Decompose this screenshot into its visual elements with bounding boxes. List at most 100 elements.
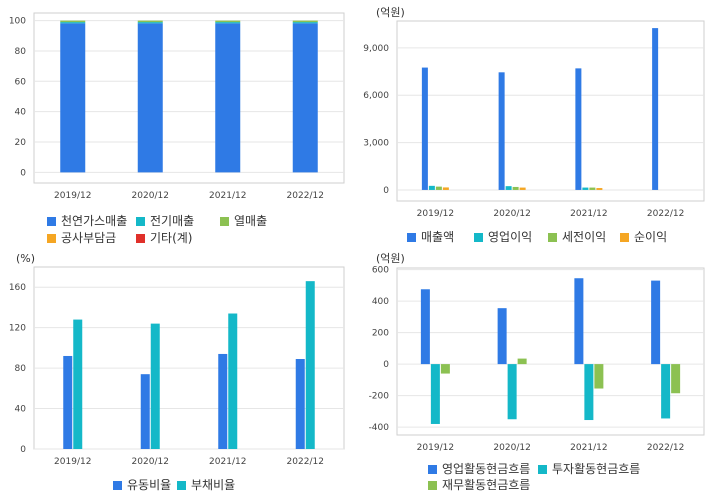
legend-label: 순이익: [634, 230, 668, 244]
cashflow-plot: -400 -200 0 200 400 600 2019/12 2020/12 2021/12 2…: [369, 266, 705, 453]
y-tick-label: 0: [383, 186, 389, 196]
legend-label: 공사부담금: [61, 231, 117, 245]
bar: [574, 278, 584, 365]
bar: [63, 355, 73, 449]
legend-label: 투자활동현금흐름: [552, 462, 641, 476]
revenue-mix-chart: 0 20 40 60 80 100 2019/12 2020/12 2021/12 2022/12…: [0, 0, 360, 248]
legend-swatch: [136, 217, 145, 226]
legend-item-investing-cf: 투자활동현금흐름: [538, 460, 640, 477]
income-unit-label: (억원): [376, 6, 405, 19]
x-tick-label: 2019/12: [54, 457, 91, 467]
y-tick-label: 0: [20, 445, 26, 455]
ratio-plot: 0 40 80 120 160 2019/12 2020/12 2021/12 2022/12: [9, 266, 345, 467]
y-tick-label: 6,000: [363, 91, 389, 101]
y-tick-label: 80: [15, 364, 27, 374]
bar: [505, 186, 512, 190]
x-tick-label: 2019/12: [417, 443, 454, 453]
y-tick-label: 80: [15, 47, 27, 57]
y-tick-label: 100: [9, 17, 26, 27]
x-tick-label: 2020/12: [132, 191, 169, 201]
x-tick-label: 2021/12: [570, 209, 607, 219]
y-tick-label: 120: [9, 324, 26, 334]
bar: [582, 187, 589, 190]
legend-label: 기타(계): [150, 231, 193, 245]
legend-item-heat: 열매출: [220, 212, 267, 229]
bar: [517, 358, 527, 365]
legend-label: 영업이익: [488, 230, 533, 244]
bar: [73, 319, 83, 449]
y-tick-label: -200: [369, 392, 390, 402]
x-tick-label: 2019/12: [417, 209, 454, 219]
bar: [305, 281, 315, 449]
bar: [140, 374, 150, 449]
bar: [60, 22, 86, 24]
x-tick-label: 2020/12: [493, 209, 530, 219]
bar: [215, 23, 241, 173]
bar: [594, 364, 604, 389]
bar: [651, 280, 661, 365]
legend-label: 부채비율: [191, 478, 236, 492]
revenue-mix-legend: 천연가스매출 전기매출 열매출 공사부담금 기타(계): [47, 212, 347, 248]
legend-label: 열매출: [234, 214, 268, 228]
legend-swatch: [548, 233, 557, 242]
bar: [295, 359, 305, 449]
legend-swatch: [620, 233, 629, 242]
bar: [292, 22, 318, 24]
bar: [292, 20, 318, 23]
plot-frame: [33, 266, 345, 450]
legend-item-debt-ratio: 부채비율: [177, 476, 235, 493]
cashflow-chart: (억원) -400 -200 0 200 400 600 2019/12 2020/12 202…: [360, 248, 720, 496]
bar: [440, 364, 450, 374]
legend-label: 세전이익: [562, 230, 607, 244]
bar: [420, 289, 430, 365]
bar: [430, 364, 440, 424]
bar: [137, 20, 163, 23]
y-tick-label: 20: [15, 138, 27, 148]
y-tick-label: -400: [369, 423, 390, 433]
bar: [215, 20, 241, 23]
legend-label: 천연가스매출: [61, 214, 128, 228]
ratio-chart: (%) 0 40 80 120 160 2019/12 2020/12 2021/12 2022…: [0, 248, 360, 496]
legend-item-operating-profit: 영업이익: [474, 228, 532, 245]
legend-label: 유동비율: [127, 478, 172, 492]
legend-swatch: [407, 233, 416, 242]
legend-item-financing-cf: 재무활동현금흐름: [428, 476, 530, 493]
bar: [292, 23, 318, 173]
legend-swatch: [47, 234, 56, 243]
legend-swatch: [428, 465, 437, 474]
x-tick-label: 2021/12: [209, 457, 246, 467]
y-tick-label: 400: [372, 297, 389, 307]
y-tick-label: 60: [15, 77, 27, 87]
bar: [215, 22, 241, 24]
x-tick-label: 2022/12: [647, 209, 684, 219]
income-legend: 매출액 영업이익 세전이익 순이익: [407, 228, 717, 246]
x-tick-label: 2022/12: [287, 457, 324, 467]
legend-label: 재무활동현금흐름: [442, 478, 531, 492]
income-plot: 0 3,000 6,000 9,000 2019/12 2020/12 2021/12 202…: [363, 20, 705, 219]
x-tick-label: 2020/12: [132, 457, 169, 467]
legend-item-electricity: 전기매출: [136, 212, 194, 229]
legend-swatch: [474, 233, 483, 242]
plot-frame: [33, 12, 345, 184]
y-tick-label: 0: [20, 168, 26, 178]
revenue-mix-plot: 0 20 40 60 80 100 2019/12 2020/12 2021/12 2022/12: [9, 12, 345, 201]
bar: [497, 308, 507, 365]
legend-item-other: 기타(계): [136, 229, 192, 246]
legend-item-revenue: 매출액: [407, 228, 454, 245]
bar: [428, 185, 435, 190]
y-tick-label: 0: [383, 360, 389, 370]
bar: [60, 20, 86, 23]
cashflow-unit-label: (억원): [376, 252, 405, 265]
bar: [435, 186, 442, 190]
bar: [218, 353, 228, 449]
income-chart: (억원) 0 3,000 6,000 9,000 2019/12 2020/12 2021/…: [360, 0, 720, 248]
y-tick-label: 9,000: [363, 44, 389, 54]
legend-swatch: [428, 481, 437, 490]
x-tick-label: 2022/12: [647, 443, 684, 453]
ratio-unit-label: (%): [16, 252, 36, 265]
legend-swatch: [220, 217, 229, 226]
legend-swatch: [538, 465, 547, 474]
y-tick-label: 40: [15, 405, 27, 415]
y-tick-label: 3,000: [363, 139, 389, 149]
bar: [596, 188, 603, 190]
